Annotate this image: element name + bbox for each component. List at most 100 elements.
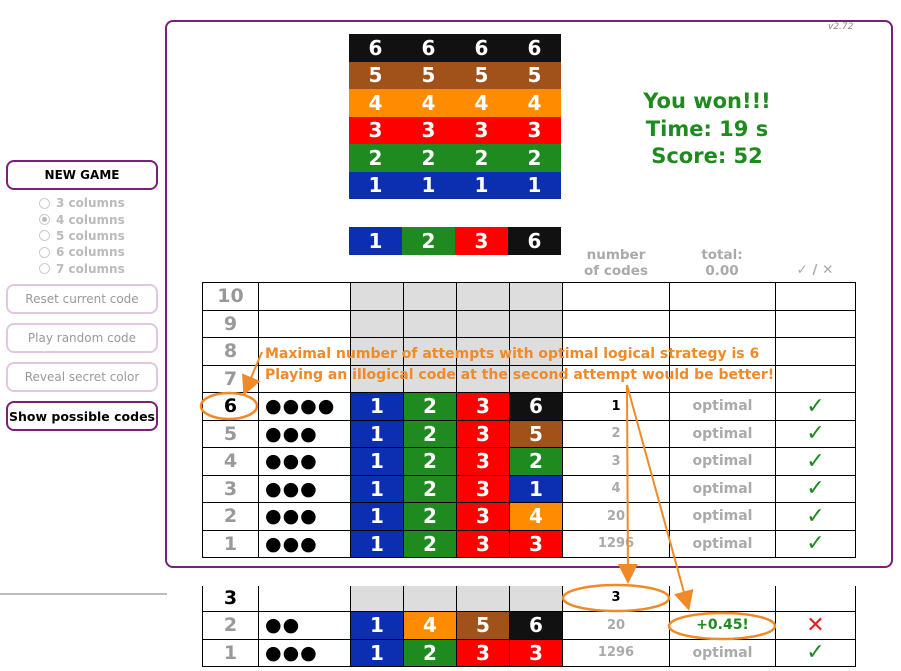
palette-color-1[interactable]: 1 — [349, 171, 402, 199]
columns-5-option[interactable]: 5 columns — [39, 228, 125, 244]
palette-color-3[interactable]: 3 — [349, 116, 402, 144]
palette-color-4[interactable]: 4 — [508, 89, 561, 117]
empty-peg-slot[interactable] — [403, 364, 457, 393]
codes-count — [562, 337, 670, 366]
radio-selected-icon — [39, 214, 50, 226]
reveal-color-button[interactable]: Reveal secret color — [6, 362, 158, 392]
palette-color-4[interactable]: 4 — [402, 89, 455, 117]
board-row: 5 ●●● 1 2 3 5 2 optimal ✓ — [202, 419, 856, 448]
empty-peg-slot[interactable] — [403, 282, 457, 311]
columns-3-option[interactable]: 3 columns — [39, 195, 125, 211]
empty-peg-slot[interactable] — [456, 309, 510, 338]
code-peg: 4 — [509, 502, 563, 531]
empty-peg-slot[interactable] — [350, 337, 404, 366]
palette-color-5[interactable]: 5 — [455, 61, 508, 89]
feedback-pegs: ●● — [258, 611, 351, 640]
code-peg: 6 — [509, 611, 563, 640]
palette-color-2[interactable]: 2 — [402, 144, 455, 172]
empty-peg-slot[interactable] — [403, 309, 457, 338]
code-peg: 3 — [456, 447, 510, 476]
attempt-number: 3 — [202, 474, 259, 503]
empty-peg-slot[interactable] — [456, 583, 510, 612]
palette-color-2[interactable]: 2 — [508, 144, 561, 172]
palette-color-6[interactable]: 6 — [508, 34, 561, 62]
attempt-number: 10 — [202, 282, 259, 311]
attempt-number: 8 — [202, 337, 259, 366]
alt-board-row: 1 ●●● 1 2 3 3 1296 optimal ✓ — [202, 638, 856, 667]
palette-color-5[interactable]: 5 — [508, 61, 561, 89]
code-peg: 1 — [350, 392, 404, 421]
check-icon: ✓ — [775, 638, 856, 667]
palette-color-5[interactable]: 5 — [402, 61, 455, 89]
codes-count: 3 — [562, 583, 670, 612]
palette-color-2[interactable]: 2 — [349, 144, 402, 172]
secret-peg: 1 — [349, 227, 402, 255]
empty-peg-slot[interactable] — [509, 337, 563, 366]
board-row: 10 — [202, 282, 856, 311]
total-header: total: 0.00 — [701, 247, 743, 279]
board-row: 3 ●●● 1 2 3 1 4 optimal ✓ — [202, 474, 856, 503]
strategy-status: optimal — [669, 419, 776, 448]
palette-color-3[interactable]: 3 — [402, 116, 455, 144]
attempt-number: 7 — [202, 364, 259, 393]
time-label: Time: 19 s — [645, 116, 769, 141]
palette-color-2[interactable]: 2 — [455, 144, 508, 172]
palette-color-4[interactable]: 4 — [455, 89, 508, 117]
empty-peg-slot[interactable] — [350, 309, 404, 338]
strategy-status: optimal — [669, 447, 776, 476]
board-row: 4 ●●● 1 2 3 2 3 optimal ✓ — [202, 447, 856, 476]
sidebar-divider — [0, 593, 167, 595]
reset-code-button[interactable]: Reset current code — [6, 284, 158, 314]
check-header: ✓ / ✕ — [796, 262, 834, 278]
columns-4-option[interactable]: 4 columns — [39, 211, 125, 227]
empty-peg-slot[interactable] — [509, 364, 563, 393]
code-peg: 1 — [350, 638, 404, 667]
palette-color-6[interactable]: 6 — [402, 34, 455, 62]
columns-6-option[interactable]: 6 columns — [39, 244, 125, 260]
empty-peg-slot[interactable] — [456, 364, 510, 393]
palette-color-5[interactable]: 5 — [349, 61, 402, 89]
cross-icon: ✕ — [775, 611, 856, 640]
code-peg: 1 — [350, 529, 404, 558]
game-panel — [165, 20, 893, 568]
check-icon: ✓ — [775, 474, 856, 503]
palette-color-3[interactable]: 3 — [508, 116, 561, 144]
code-peg: 6 — [509, 392, 563, 421]
strategy-status — [669, 583, 776, 612]
palette-color-6[interactable]: 6 — [455, 34, 508, 62]
new-game-button[interactable]: NEW GAME — [6, 160, 158, 190]
code-peg: 1 — [350, 419, 404, 448]
show-codes-button[interactable]: Show possible codes — [6, 401, 158, 431]
empty-peg-slot[interactable] — [509, 309, 563, 338]
code-peg: 5 — [509, 419, 563, 448]
palette-color-4[interactable]: 4 — [349, 89, 402, 117]
check-mark — [775, 282, 856, 311]
empty-peg-slot[interactable] — [509, 583, 563, 612]
empty-peg-slot[interactable] — [350, 282, 404, 311]
alt-board-row: 2 ●● 1 4 5 6 20 +0.45! ✕ — [202, 611, 856, 640]
feedback-pegs: ●●●● — [258, 392, 351, 421]
feedback-pegs: ●●● — [258, 447, 351, 476]
code-peg: 3 — [509, 638, 563, 667]
empty-peg-slot[interactable] — [403, 583, 457, 612]
board-row: 6 ●●●● 1 2 3 6 1 optimal ✓ — [202, 392, 856, 421]
feedback-pegs: ●●● — [258, 529, 351, 558]
empty-peg-slot[interactable] — [350, 583, 404, 612]
empty-peg-slot[interactable] — [456, 282, 510, 311]
code-peg: 2 — [403, 392, 457, 421]
palette-color-1[interactable]: 1 — [455, 171, 508, 199]
codes-count: 20 — [562, 611, 670, 640]
columns-7-option[interactable]: 7 columns — [39, 261, 125, 277]
palette-color-6[interactable]: 6 — [349, 34, 402, 62]
feedback-pegs: ●●● — [258, 502, 351, 531]
code-peg: 2 — [509, 447, 563, 476]
palette-color-1[interactable]: 1 — [402, 171, 455, 199]
palette-color-3[interactable]: 3 — [455, 116, 508, 144]
strategy-status: optimal — [669, 638, 776, 667]
empty-peg-slot[interactable] — [509, 282, 563, 311]
random-code-button[interactable]: Play random code — [6, 323, 158, 353]
palette-color-1[interactable]: 1 — [508, 171, 561, 199]
strategy-status — [669, 282, 776, 311]
